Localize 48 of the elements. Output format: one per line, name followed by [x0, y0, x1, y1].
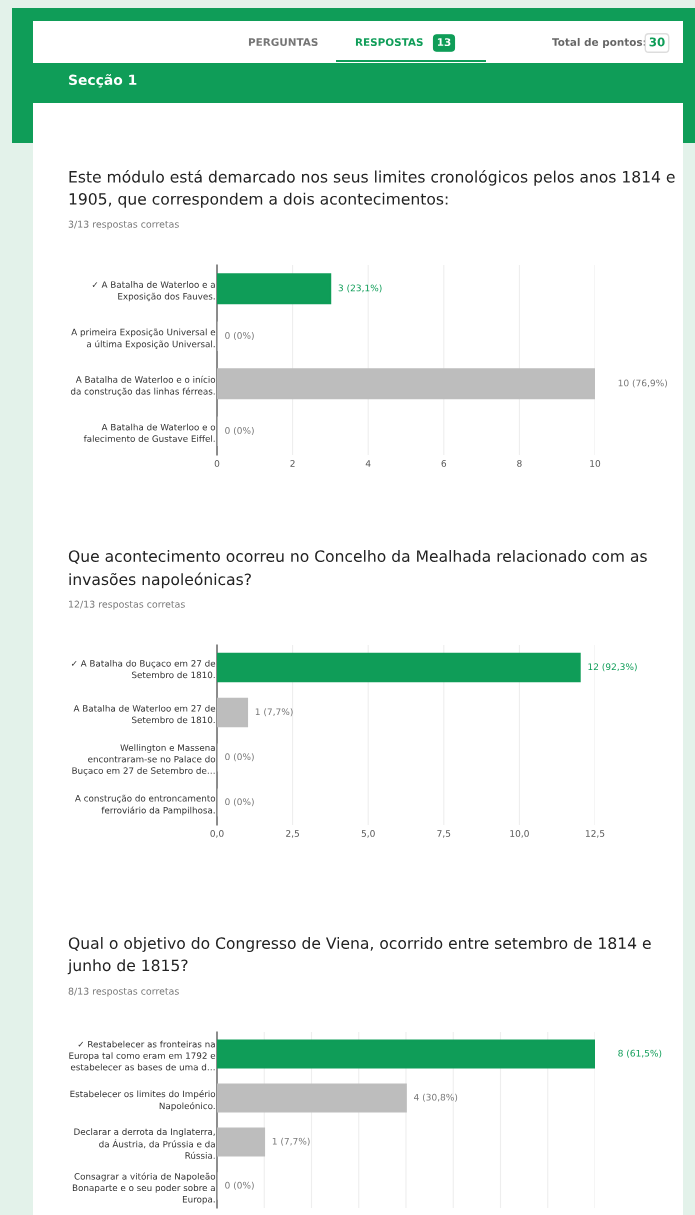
data-label: 10 (76,9%) — [618, 379, 667, 388]
chart-title: Que acontecimento ocorreu no Concelho da Mealhada relacionado com as invasões napoleónicas? — [68, 550, 647, 589]
data-label: 0 (0%) — [225, 1181, 254, 1190]
text: Total de pontos: — [552, 37, 646, 49]
y-tick-label: A Batalha de Waterloo e o falecimento de Gustave Eiffel. — [83, 423, 216, 442]
y-tick-label: Estabelecer os limites do Império Napoleónico. — [70, 1090, 216, 1111]
chart-title: Qual o objetivo do Congresso de Viena, ocorrido entre setembro de 1814 e junho de 1815? — [67, 937, 651, 975]
text: 13 — [437, 38, 451, 47]
text: 12/13 respostas corretas — [69, 600, 185, 610]
data-label: 4 (30,8%) — [414, 1093, 458, 1102]
text: 8/13 respostas corretas — [68, 987, 179, 997]
y-tick-label: A Batalha de Waterloo e o início da construção das linhas férreas. — [70, 375, 216, 397]
text: PERGUNTAS — [248, 38, 318, 47]
y-tick-label: ✓ Restabelecer as fronteiras na Europa tal como eram em 1792 e estabelecer as bases de uma d… — [69, 1040, 216, 1071]
data-label: 0 (0%) — [225, 426, 254, 435]
x-tick-label: 8 — [517, 460, 522, 467]
data-label: 0 (0%) — [225, 331, 254, 340]
y-tick-label: Wellington e Massena encontraram-se no Palace do Buçaco em 27 de Setembro de… — [72, 744, 216, 776]
y-tick-label: Consagrar a vitória de Napoleão Bonaparte e o seu poder sobre a Europa. — [72, 1172, 216, 1205]
data-label: 0 (0%) — [225, 798, 254, 807]
y-tick-label: ✓ A Batalha do Buçaco em 27 de Setembro de 1810. — [71, 659, 216, 679]
x-tick-label: 2 — [290, 460, 295, 467]
text: 3/13 respostas corretas — [68, 220, 179, 230]
x-tick-label: 12,5 — [585, 830, 605, 838]
x-tick-label: 7,5 — [437, 830, 451, 838]
y-tick-label: Declarar a derrota da Inglaterra, da Áustria, da Prússia e da Rússia. — [74, 1128, 215, 1159]
x-tick-label: 6 — [441, 460, 447, 467]
text: 30 — [649, 37, 665, 47]
data-label: 0 (0%) — [225, 753, 254, 762]
y-tick-label: A primeira Exposição Universal e a última Exposição Universal. — [71, 328, 216, 350]
x-tick-label: 10,0 — [510, 830, 529, 838]
x-tick-label: 0,0 — [210, 830, 224, 838]
text: RESPOSTAS — [355, 38, 423, 47]
data-label: 12 (92,3%) — [588, 663, 637, 672]
x-tick-label: 0 — [214, 460, 220, 467]
y-tick-label: A Batalha de Waterloo em 27 de Setembro de 1810. — [73, 704, 216, 724]
data-label: 3 (23,1%) — [338, 284, 382, 293]
text: Secção 1 — [69, 74, 137, 88]
data-label: 8 (61,5%) — [618, 1049, 662, 1058]
x-tick-label: 5,0 — [361, 830, 375, 838]
x-tick-label: 2,5 — [286, 830, 299, 838]
data-label: 1 (7,7%) — [255, 708, 293, 717]
y-tick-label: A construção do entroncamento ferroviário da Pampilhosa. — [75, 794, 216, 816]
x-tick-label: 4 — [365, 460, 371, 467]
x-tick-label: 10 — [590, 460, 601, 467]
data-label: 1 (7,7%) — [272, 1137, 310, 1146]
chart-title: Este módulo está demarcado nos seus limites cronológicos pelos anos 1814 e 1905, que correspondem a dois acontecimentos: — [69, 170, 675, 208]
y-tick-label: ✓ A Batalha de Waterloo e a Exposição dos Fauves. — [92, 281, 215, 302]
